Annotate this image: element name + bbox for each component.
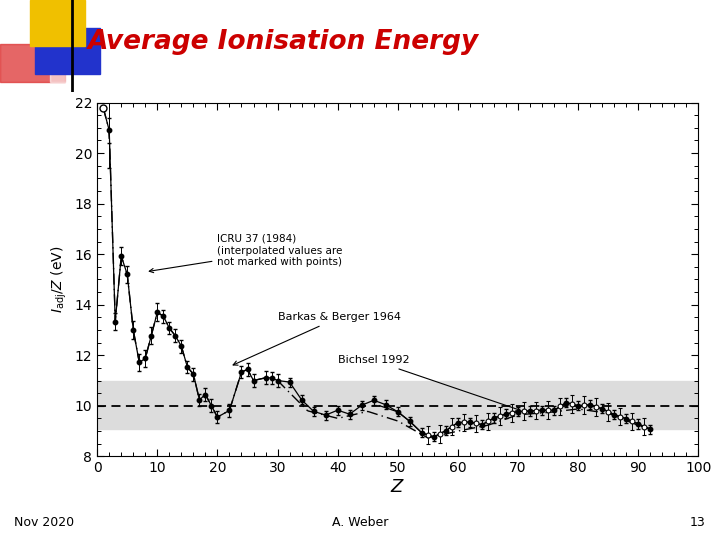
Bar: [97, 381, 698, 429]
Text: Barkas & Berger 1964: Barkas & Berger 1964: [233, 312, 400, 365]
Bar: [35, 28, 100, 74]
Text: A. Weber: A. Weber: [332, 516, 388, 529]
Text: Nov 2020: Nov 2020: [14, 516, 75, 529]
Bar: [30, 0, 85, 46]
Text: Bichsel 1992: Bichsel 1992: [338, 355, 521, 411]
X-axis label: $Z$: $Z$: [390, 478, 405, 496]
Text: Average Ionisation Energy: Average Ionisation Energy: [88, 29, 480, 55]
Bar: [0, 44, 65, 82]
Text: 13: 13: [690, 516, 706, 529]
Y-axis label: $I_{\mathrm{adj}}/Z$ (eV): $I_{\mathrm{adj}}/Z$ (eV): [50, 246, 69, 313]
Bar: [50, 44, 80, 82]
Text: ICRU 37 (1984)
(interpolated values are
not marked with points): ICRU 37 (1984) (interpolated values are …: [149, 234, 343, 273]
